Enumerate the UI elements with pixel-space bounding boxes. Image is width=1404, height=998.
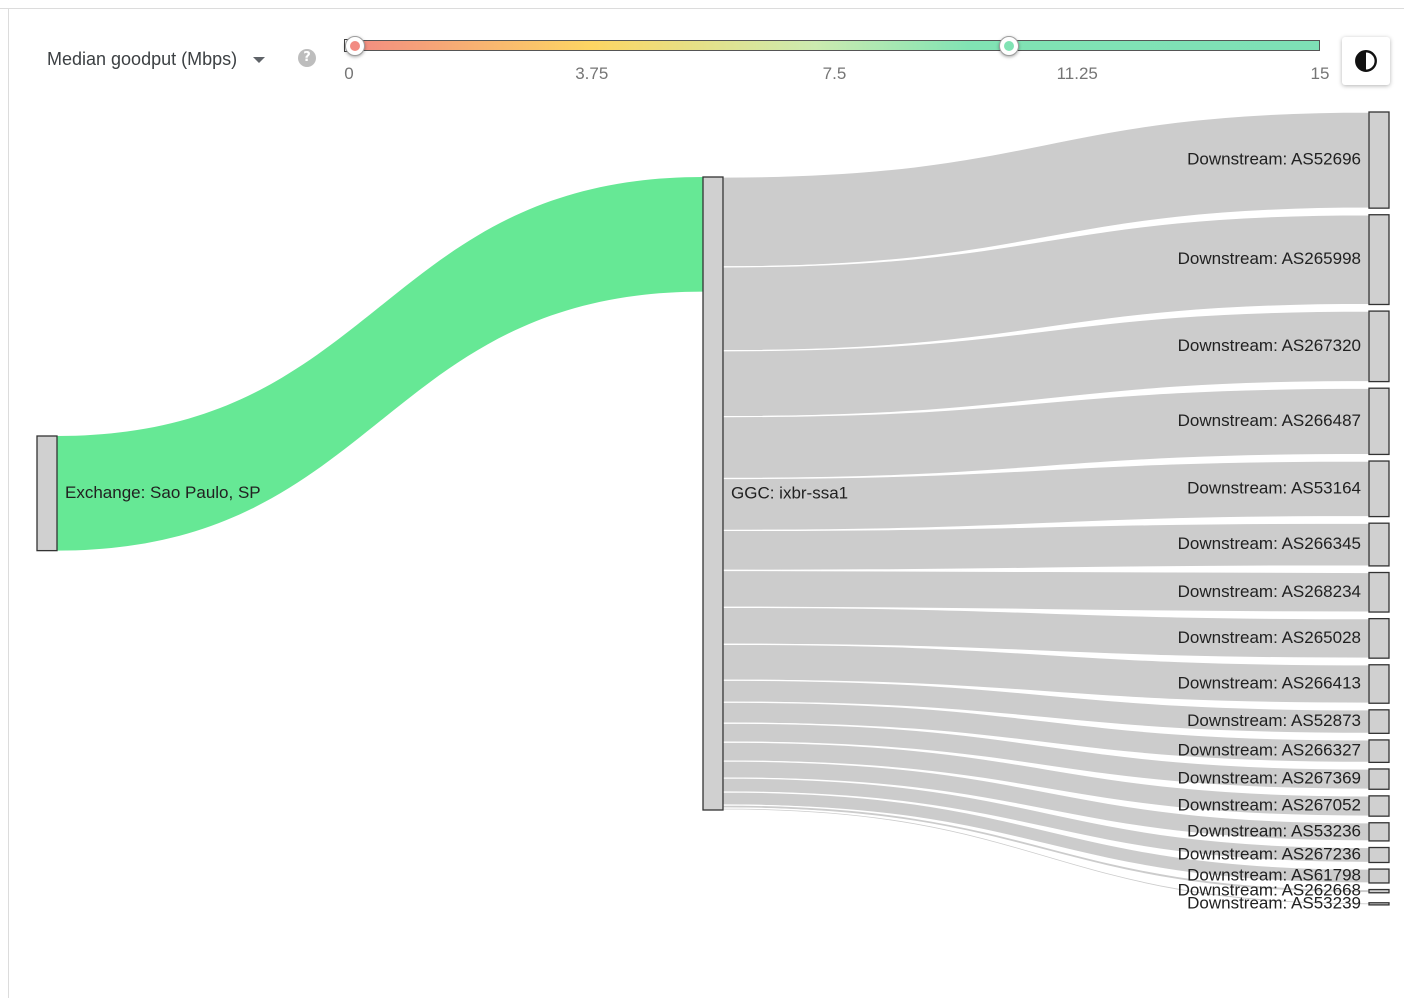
- metric-dropdown[interactable]: Median goodput (Mbps): [47, 44, 266, 74]
- node-AS267369[interactable]: [1368, 768, 1390, 790]
- node-label-AS266345: Downstream: AS266345: [1178, 534, 1361, 553]
- color-scale-tick: 7.5: [822, 64, 847, 83]
- node-AS53164[interactable]: [1368, 460, 1390, 518]
- node-AS267320[interactable]: [1368, 310, 1390, 383]
- contrast-icon: [1355, 50, 1377, 72]
- node-label-AS267320: Downstream: AS267320: [1178, 336, 1361, 355]
- frame-top-border: [0, 8, 1404, 9]
- node-AS265028[interactable]: [1368, 617, 1390, 659]
- node-AS61798[interactable]: [1368, 868, 1390, 884]
- node-AS267052[interactable]: [1368, 795, 1390, 817]
- node-label-AS53239: Downstream: AS53239: [1187, 893, 1361, 912]
- node-label-exchange: Exchange: Sao Paulo, SP: [65, 483, 261, 502]
- node-label-AS53236: Downstream: AS53236: [1187, 821, 1361, 840]
- node-label-AS265028: Downstream: AS265028: [1178, 628, 1361, 647]
- node-label-AS267236: Downstream: AS267236: [1178, 844, 1361, 863]
- node-label-AS61798: Downstream: AS61798: [1187, 866, 1361, 885]
- color-scale-tick: 0: [344, 64, 354, 83]
- min-handle[interactable]: [345, 36, 366, 56]
- node-AS53236[interactable]: [1368, 822, 1390, 842]
- chevron-down-icon: [253, 57, 266, 63]
- node-AS266413[interactable]: [1368, 664, 1390, 704]
- node-label-AS262668: Downstream: AS262668: [1178, 881, 1361, 900]
- handle-dot: [1004, 41, 1015, 51]
- contrast-toggle-button[interactable]: [1342, 37, 1390, 85]
- node-label-AS52696: Downstream: AS52696: [1187, 150, 1361, 169]
- color-scale-tick: 3.75: [575, 64, 609, 83]
- node-label-AS267369: Downstream: AS267369: [1178, 769, 1361, 788]
- node-label-AS52873: Downstream: AS52873: [1187, 711, 1361, 730]
- max-handle[interactable]: [999, 36, 1020, 56]
- node-label-AS266413: Downstream: AS266413: [1178, 673, 1361, 692]
- frame-left-border: [8, 8, 9, 998]
- node-AS265998[interactable]: [1368, 214, 1390, 306]
- node-AS268234[interactable]: [1368, 571, 1390, 613]
- metric-label: Median goodput (Mbps): [47, 48, 238, 69]
- node-ggc[interactable]: [702, 176, 724, 811]
- node-label-AS267052: Downstream: AS267052: [1178, 795, 1361, 814]
- node-AS266327[interactable]: [1368, 739, 1390, 764]
- node-label-AS266327: Downstream: AS266327: [1178, 741, 1361, 760]
- node-AS267236[interactable]: [1368, 846, 1390, 864]
- node-AS266345[interactable]: [1368, 522, 1390, 567]
- node-label-AS266487: Downstream: AS266487: [1178, 411, 1361, 430]
- color-scale: 0 3.75 7.5 11.25 15: [343, 30, 1330, 90]
- color-scale-tick: 15: [1310, 64, 1330, 83]
- color-scale-tick: 11.25: [1056, 64, 1098, 83]
- link-exchange-ggc[interactable]: [57, 177, 703, 551]
- node-AS52873[interactable]: [1368, 709, 1390, 734]
- node-AS262668[interactable]: [1368, 888, 1390, 894]
- node-exchange[interactable]: [36, 435, 58, 552]
- node-label-AS268234: Downstream: AS268234: [1178, 582, 1361, 601]
- node-label-ggc: GGC: ixbr-ssa1: [731, 483, 848, 502]
- node-AS52696[interactable]: [1368, 111, 1390, 209]
- handle-dot: [350, 41, 361, 51]
- node-label-AS265998: Downstream: AS265998: [1178, 249, 1361, 268]
- node-AS266487[interactable]: [1368, 387, 1390, 456]
- node-AS53239[interactable]: [1368, 902, 1390, 906]
- help-icon[interactable]: ?: [298, 49, 316, 67]
- node-label-AS53164: Downstream: AS53164: [1187, 478, 1361, 497]
